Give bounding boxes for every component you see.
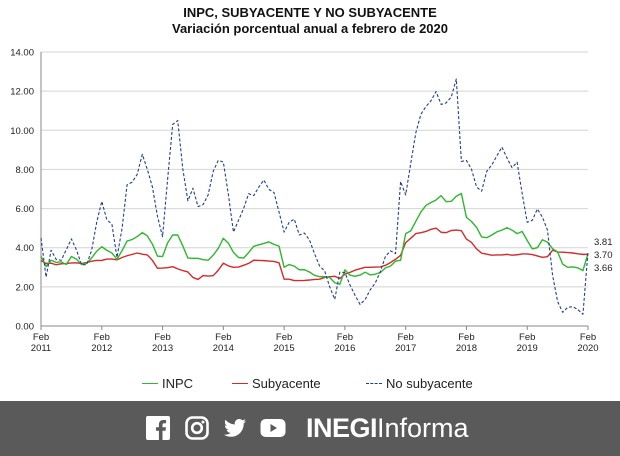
legend-swatch-inpc — [142, 383, 158, 384]
x-tick-label-year: 2011 — [31, 343, 51, 354]
legend: INPC Subyacente No subyacente — [0, 376, 620, 396]
legend-item-no-subyacente: No subyacente — [366, 376, 473, 391]
y-tick-label: 6.00 — [16, 204, 35, 215]
twitter-icon[interactable] — [223, 416, 247, 440]
y-tick-label: 8.00 — [16, 165, 35, 176]
x-tick-label-month: Feb — [215, 332, 231, 343]
x-tick-label-year: 2017 — [395, 343, 416, 354]
legend-label-subyacente: Subyacente — [252, 376, 321, 391]
end-value-label: 3.81 — [594, 237, 613, 248]
series-line-subyacente — [40, 227, 588, 282]
series-line-no-subyacente — [40, 78, 589, 315]
series-line-inpc — [40, 192, 589, 286]
legend-label-inpc: INPC — [162, 376, 194, 391]
y-tick-label: 12.00 — [10, 87, 34, 98]
x-tick-label-month: Feb — [519, 332, 535, 343]
x-tick-label-year: 2012 — [91, 343, 112, 354]
chart-title: INPC, SUBYACENTE Y NO SUBYACENTE — [183, 5, 437, 20]
x-tick-label-month: Feb — [33, 332, 49, 343]
x-tick-label-month: Feb — [276, 332, 292, 343]
legend-label-no-subyacente: No subyacente — [386, 376, 473, 391]
y-tick-label: 14.00 — [10, 48, 34, 59]
end-value-label: 3.66 — [594, 263, 613, 274]
footer-bar: INEGIInforma — [0, 401, 620, 456]
line-chart: 0.002.004.006.008.0010.0012.0014.00Feb20… — [10, 48, 613, 355]
brand-bold: INEGI — [306, 413, 378, 443]
x-tick-label-year: 2014 — [213, 343, 234, 354]
legend-swatch-no-subyacente — [366, 383, 382, 384]
youtube-icon[interactable] — [260, 416, 286, 440]
x-tick-label-year: 2019 — [517, 343, 538, 354]
x-tick-label-year: 2013 — [152, 343, 173, 354]
x-tick-label-year: 2018 — [456, 343, 477, 354]
x-tick-label-month: Feb — [154, 332, 170, 343]
y-tick-label: 0.00 — [16, 322, 35, 333]
x-tick-label-month: Feb — [458, 332, 474, 343]
chart-subtitle: Variación porcentual anual a febrero de … — [172, 21, 448, 36]
y-tick-label: 4.00 — [16, 243, 35, 254]
legend-item-inpc: INPC — [142, 376, 193, 391]
y-tick-label: 10.00 — [10, 126, 34, 137]
x-tick-label-year: 2020 — [577, 343, 598, 354]
x-tick-label-month: Feb — [337, 332, 353, 343]
y-tick-label: 2.00 — [16, 282, 35, 293]
x-tick-label-year: 2015 — [274, 343, 295, 354]
inegi-informa-logo: INEGIInforma — [306, 412, 469, 444]
end-value-label: 3.70 — [594, 250, 613, 261]
x-tick-label-month: Feb — [94, 332, 110, 343]
instagram-icon[interactable] — [185, 416, 209, 440]
facebook-icon[interactable] — [146, 416, 170, 440]
x-tick-label-month: Feb — [580, 332, 596, 343]
legend-item-subyacente: Subyacente — [232, 376, 321, 391]
x-tick-label-year: 2016 — [334, 343, 355, 354]
x-tick-label-month: Feb — [397, 332, 413, 343]
legend-swatch-subyacente — [232, 383, 248, 384]
brand-light: Informa — [377, 413, 469, 443]
